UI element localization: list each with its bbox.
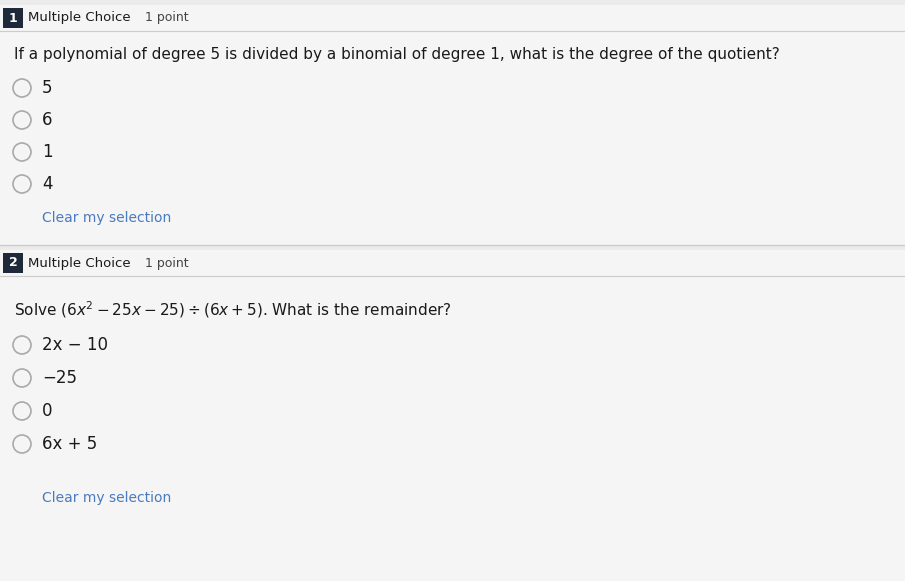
FancyBboxPatch shape	[3, 253, 23, 273]
Text: 1: 1	[42, 143, 52, 161]
Text: Clear my selection: Clear my selection	[42, 491, 171, 505]
Text: Clear my selection: Clear my selection	[42, 211, 171, 225]
Text: Solve $(6x^2 - 25x - 25) \div (6x + 5)$. What is the remainder?: Solve $(6x^2 - 25x - 25) \div (6x + 5)$.…	[14, 300, 452, 320]
FancyBboxPatch shape	[0, 5, 905, 245]
Text: 2: 2	[9, 256, 17, 270]
Text: 1: 1	[9, 12, 17, 24]
Text: 6: 6	[42, 111, 52, 129]
Text: Multiple Choice: Multiple Choice	[28, 256, 130, 270]
Text: 5: 5	[42, 79, 52, 97]
FancyBboxPatch shape	[0, 250, 905, 581]
Text: If a polynomial of degree 5 is divided by a binomial of degree 1, what is the de: If a polynomial of degree 5 is divided b…	[14, 48, 780, 63]
Text: 0: 0	[42, 402, 52, 420]
Text: Multiple Choice: Multiple Choice	[28, 12, 130, 24]
Text: 6x + 5: 6x + 5	[42, 435, 97, 453]
Text: 2x − 10: 2x − 10	[42, 336, 108, 354]
FancyBboxPatch shape	[3, 8, 23, 28]
Text: 4: 4	[42, 175, 52, 193]
Text: −25: −25	[42, 369, 77, 387]
Text: 1 point: 1 point	[145, 256, 188, 270]
Text: 1 point: 1 point	[145, 12, 188, 24]
